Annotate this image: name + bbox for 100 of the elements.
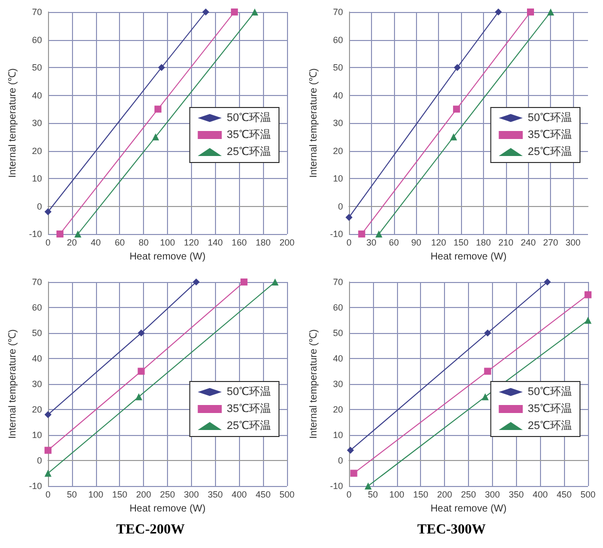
text: TEC-200W (116, 522, 185, 538)
y-tick-label: 40 (32, 354, 42, 364)
x-tick-label: 90 (411, 238, 422, 248)
x-tick-label: 100 (88, 490, 104, 500)
x-tick-label: 400 (532, 490, 548, 500)
point (584, 291, 592, 298)
y-tick-label: 0 (36, 201, 42, 212)
point (44, 411, 52, 418)
point (482, 393, 489, 400)
y-tick-label: 40 (32, 90, 42, 100)
y-tick-label: 60 (332, 302, 343, 312)
point (44, 470, 52, 477)
y-tick-label: 40 (332, 90, 343, 100)
y-tick-label: 20 (332, 146, 343, 156)
y-axis-title: Internal temperature (℃) (308, 68, 320, 178)
x-tick-label: 300 (566, 238, 581, 248)
point (138, 330, 145, 336)
legend-label: 35℃环温 (226, 403, 272, 415)
x-tick-label: 500 (279, 490, 295, 500)
x-tick-label: 80 (138, 238, 149, 248)
point (251, 8, 258, 16)
x-tick-label: 0 (346, 238, 352, 248)
y-tick-label: 10 (32, 174, 42, 184)
x-tick-label: 50 (66, 490, 77, 500)
x-tick-label: 300 (484, 490, 500, 500)
y-tick-label: 60 (332, 34, 343, 45)
point (158, 64, 166, 71)
y-tick-label: 10 (332, 430, 343, 440)
point (44, 446, 52, 454)
x-tick-label: 350 (508, 490, 524, 500)
y-tick-label: 0 (338, 456, 343, 466)
point (358, 230, 366, 238)
point (152, 133, 160, 140)
y-tick-label: 70 (32, 7, 42, 17)
legend-label: 35℃环温 (528, 403, 572, 415)
y-axis-title: Internal temperature (℃) (8, 329, 19, 439)
y-tick-label: -10 (330, 229, 343, 239)
x-tick-label: 120 (184, 238, 199, 248)
x-tick-label: 180 (476, 238, 491, 248)
point (547, 8, 554, 16)
x-tick-label: 450 (556, 490, 572, 500)
legend-label: 25℃环温 (226, 146, 272, 158)
y-tick-label: 30 (332, 379, 343, 389)
y-tick-label: -10 (28, 229, 42, 239)
x-tick-label: 180 (256, 238, 271, 248)
x-tick-label: 60 (114, 238, 125, 248)
point (135, 393, 142, 400)
x-tick-label: 150 (413, 490, 428, 500)
point (74, 230, 82, 238)
y-tick-label: 10 (332, 174, 343, 184)
point (450, 133, 458, 140)
x-tick-label: 210 (498, 238, 514, 248)
y-tick-label: 30 (332, 118, 343, 128)
legend-label: 35℃环温 (528, 129, 572, 141)
point (192, 278, 200, 286)
x-tick-label: 140 (208, 238, 223, 248)
text: TEC-300W (417, 522, 486, 538)
point (346, 214, 352, 221)
x-tick-label: 120 (431, 238, 446, 248)
x-tick-label: 450 (256, 490, 271, 500)
y-tick-label: 10 (32, 430, 42, 440)
point (364, 482, 372, 490)
point (44, 208, 52, 216)
y-tick-label: 50 (332, 328, 343, 338)
point (484, 368, 492, 375)
y-tick-label: 20 (32, 404, 42, 414)
x-tick-label: 300 (184, 490, 199, 500)
point (202, 8, 210, 16)
point (346, 446, 354, 454)
point (240, 278, 248, 286)
x-tick-label: 100 (160, 238, 176, 248)
y-tick-label: 0 (338, 201, 343, 212)
point (230, 8, 238, 16)
legend-label: 50℃环温 (226, 386, 272, 398)
x-tick-label: 0 (45, 238, 51, 248)
x-tick-label: 100 (389, 490, 404, 500)
x-tick-label: 0 (346, 490, 352, 500)
point (526, 8, 534, 16)
x-axis-title: Heat remove (W) (430, 503, 507, 514)
y-tick-label: 20 (332, 404, 343, 414)
y-axis-title: Internal temperature (℃) (308, 329, 320, 439)
x-tick-label: 500 (580, 490, 596, 500)
y-tick-label: -10 (330, 481, 343, 491)
point (544, 278, 551, 286)
y-axis-title: Internal temperature (℃) (8, 68, 19, 178)
y-tick-label: 40 (332, 354, 343, 364)
y-tick-label: 30 (32, 379, 42, 389)
point (272, 278, 279, 286)
legend-label: 25℃环温 (528, 420, 572, 432)
x-axis-title: Heat remove (W) (129, 503, 206, 514)
x-tick-label: 60 (388, 238, 399, 248)
x-tick-label: 270 (543, 238, 558, 248)
x-tick-label: 250 (160, 490, 176, 500)
y-tick-label: 50 (32, 328, 42, 338)
x-tick-label: 240 (520, 238, 536, 248)
point (584, 316, 592, 324)
x-tick-label: 30 (366, 238, 376, 248)
legend-label: 25℃环温 (226, 420, 272, 432)
x-axis-title: Heat remove (W) (430, 251, 507, 262)
point (494, 8, 502, 16)
